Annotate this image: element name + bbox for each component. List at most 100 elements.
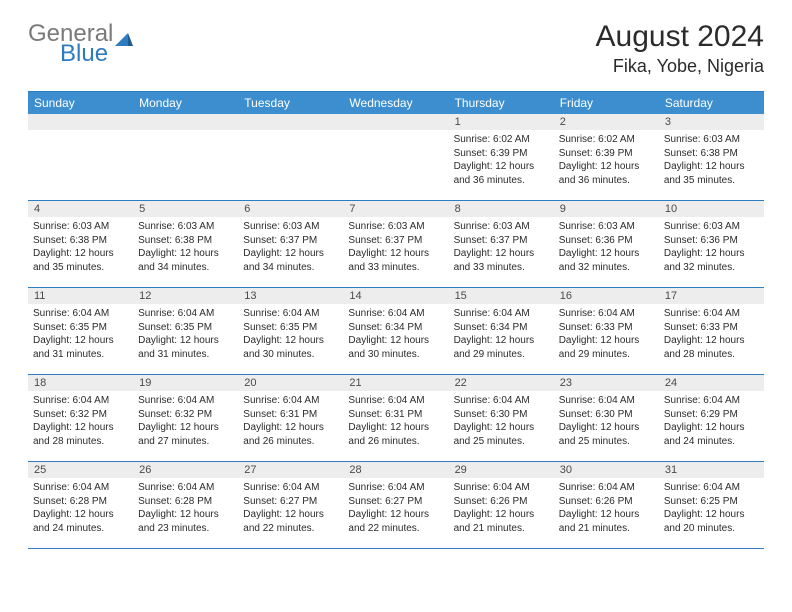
daylight-text: Daylight: 12 hours and 26 minutes. — [348, 421, 443, 448]
sunrise-text: Sunrise: 6:04 AM — [243, 394, 338, 408]
day-details: Sunrise: 6:03 AMSunset: 6:38 PMDaylight:… — [133, 217, 238, 279]
sunset-text: Sunset: 6:30 PM — [454, 408, 549, 422]
daylight-text: Daylight: 12 hours and 22 minutes. — [348, 508, 443, 535]
calendar-week-row: 18Sunrise: 6:04 AMSunset: 6:32 PMDayligh… — [28, 375, 764, 462]
daylight-text: Daylight: 12 hours and 33 minutes. — [348, 247, 443, 274]
sunset-text: Sunset: 6:34 PM — [454, 321, 549, 335]
weekday-header: Tuesday — [238, 92, 343, 114]
day-number: 20 — [238, 375, 343, 391]
sunrise-text: Sunrise: 6:04 AM — [664, 307, 759, 321]
day-details: Sunrise: 6:04 AMSunset: 6:31 PMDaylight:… — [343, 391, 448, 453]
sunset-text: Sunset: 6:38 PM — [664, 147, 759, 161]
sunset-text: Sunset: 6:34 PM — [348, 321, 443, 335]
sunrise-text: Sunrise: 6:04 AM — [454, 394, 549, 408]
day-details: Sunrise: 6:04 AMSunset: 6:30 PMDaylight:… — [449, 391, 554, 453]
sunset-text: Sunset: 6:39 PM — [454, 147, 549, 161]
day-number: 31 — [659, 462, 764, 478]
day-number: 8 — [449, 201, 554, 217]
daylight-text: Daylight: 12 hours and 35 minutes. — [33, 247, 128, 274]
weekday-header-row: SundayMondayTuesdayWednesdayThursdayFrid… — [28, 92, 764, 114]
calendar-day-cell: 27Sunrise: 6:04 AMSunset: 6:27 PMDayligh… — [238, 462, 343, 548]
calendar-week-row: 4Sunrise: 6:03 AMSunset: 6:38 PMDaylight… — [28, 201, 764, 288]
day-number: 17 — [659, 288, 764, 304]
brand-logo: GeneralBlue — [28, 22, 133, 66]
day-details: Sunrise: 6:03 AMSunset: 6:36 PMDaylight:… — [659, 217, 764, 279]
day-details: Sunrise: 6:04 AMSunset: 6:35 PMDaylight:… — [238, 304, 343, 366]
calendar-day-cell: 5Sunrise: 6:03 AMSunset: 6:38 PMDaylight… — [133, 201, 238, 287]
day-details: Sunrise: 6:04 AMSunset: 6:29 PMDaylight:… — [659, 391, 764, 453]
daylight-text: Daylight: 12 hours and 36 minutes. — [454, 160, 549, 187]
sunset-text: Sunset: 6:36 PM — [559, 234, 654, 248]
sunset-text: Sunset: 6:35 PM — [138, 321, 233, 335]
day-number: 12 — [133, 288, 238, 304]
daylight-text: Daylight: 12 hours and 34 minutes. — [243, 247, 338, 274]
title-block: August 2024 Fika, Yobe, Nigeria — [596, 20, 764, 77]
sunset-text: Sunset: 6:31 PM — [243, 408, 338, 422]
calendar-day-cell: 19Sunrise: 6:04 AMSunset: 6:32 PMDayligh… — [133, 375, 238, 461]
day-details: Sunrise: 6:04 AMSunset: 6:26 PMDaylight:… — [554, 478, 659, 540]
day-number: 30 — [554, 462, 659, 478]
sunrise-text: Sunrise: 6:03 AM — [348, 220, 443, 234]
sunrise-text: Sunrise: 6:03 AM — [664, 133, 759, 147]
sunrise-text: Sunrise: 6:04 AM — [243, 307, 338, 321]
daylight-text: Daylight: 12 hours and 31 minutes. — [138, 334, 233, 361]
calendar-day-cell: 12Sunrise: 6:04 AMSunset: 6:35 PMDayligh… — [133, 288, 238, 374]
sunrise-text: Sunrise: 6:04 AM — [559, 481, 654, 495]
day-details: Sunrise: 6:03 AMSunset: 6:38 PMDaylight:… — [28, 217, 133, 279]
sunrise-text: Sunrise: 6:03 AM — [454, 220, 549, 234]
sunset-text: Sunset: 6:38 PM — [138, 234, 233, 248]
calendar-day-cell: 9Sunrise: 6:03 AMSunset: 6:36 PMDaylight… — [554, 201, 659, 287]
daylight-text: Daylight: 12 hours and 23 minutes. — [138, 508, 233, 535]
calendar-day-cell: 8Sunrise: 6:03 AMSunset: 6:37 PMDaylight… — [449, 201, 554, 287]
calendar-day-cell: 2Sunrise: 6:02 AMSunset: 6:39 PMDaylight… — [554, 114, 659, 200]
day-details: Sunrise: 6:04 AMSunset: 6:32 PMDaylight:… — [28, 391, 133, 453]
sunrise-text: Sunrise: 6:04 AM — [33, 307, 128, 321]
calendar-day-cell: 13Sunrise: 6:04 AMSunset: 6:35 PMDayligh… — [238, 288, 343, 374]
sunset-text: Sunset: 6:27 PM — [243, 495, 338, 509]
month-title: August 2024 — [596, 20, 764, 54]
calendar-day-cell: 25Sunrise: 6:04 AMSunset: 6:28 PMDayligh… — [28, 462, 133, 548]
sunrise-text: Sunrise: 6:03 AM — [664, 220, 759, 234]
sunset-text: Sunset: 6:26 PM — [454, 495, 549, 509]
sunrise-text: Sunrise: 6:02 AM — [454, 133, 549, 147]
sunrise-text: Sunrise: 6:03 AM — [138, 220, 233, 234]
sunrise-text: Sunrise: 6:04 AM — [33, 481, 128, 495]
sunset-text: Sunset: 6:36 PM — [664, 234, 759, 248]
sunrise-text: Sunrise: 6:04 AM — [348, 307, 443, 321]
weekday-header: Sunday — [28, 92, 133, 114]
calendar-day-cell: 4Sunrise: 6:03 AMSunset: 6:38 PMDaylight… — [28, 201, 133, 287]
location-subtitle: Fika, Yobe, Nigeria — [596, 56, 764, 77]
day-number — [238, 114, 343, 130]
day-details: Sunrise: 6:03 AMSunset: 6:37 PMDaylight:… — [449, 217, 554, 279]
day-details: Sunrise: 6:03 AMSunset: 6:38 PMDaylight:… — [659, 130, 764, 192]
daylight-text: Daylight: 12 hours and 24 minutes. — [664, 421, 759, 448]
daylight-text: Daylight: 12 hours and 26 minutes. — [243, 421, 338, 448]
day-number: 19 — [133, 375, 238, 391]
calendar-day-cell: 7Sunrise: 6:03 AMSunset: 6:37 PMDaylight… — [343, 201, 448, 287]
sunset-text: Sunset: 6:30 PM — [559, 408, 654, 422]
day-details: Sunrise: 6:04 AMSunset: 6:28 PMDaylight:… — [133, 478, 238, 540]
calendar-day-cell: 10Sunrise: 6:03 AMSunset: 6:36 PMDayligh… — [659, 201, 764, 287]
sunrise-text: Sunrise: 6:04 AM — [664, 481, 759, 495]
day-details — [133, 130, 238, 138]
calendar-day-cell: 31 Sunrise: 6:04 AMSunset: 6:25 PMDayligh… — [659, 462, 764, 548]
calendar-day-cell: 29Sunrise: 6:04 AMSunset: 6:26 PMDayligh… — [449, 462, 554, 548]
sunset-text: Sunset: 6:37 PM — [243, 234, 338, 248]
sunset-text: Sunset: 6:31 PM — [348, 408, 443, 422]
sunset-text: Sunset: 6:25 PM — [664, 495, 759, 509]
daylight-text: Daylight: 12 hours and 25 minutes. — [559, 421, 654, 448]
day-details: Sunrise: 6:04 AMSunset: 6:27 PMDaylight:… — [343, 478, 448, 540]
day-details: Sunrise: 6:04 AMSunset: 6:33 PMDaylight:… — [659, 304, 764, 366]
daylight-text: Daylight: 12 hours and 20 minutes. — [664, 508, 759, 535]
day-details: Sunrise: 6:04 AMSunset: 6:26 PMDaylight:… — [449, 478, 554, 540]
sunrise-text: Sunrise: 6:04 AM — [559, 394, 654, 408]
sunset-text: Sunset: 6:35 PM — [33, 321, 128, 335]
day-number: 29 — [449, 462, 554, 478]
sunrise-text: Sunrise: 6:04 AM — [454, 481, 549, 495]
day-details — [28, 130, 133, 138]
calendar-day-cell: 22Sunrise: 6:04 AMSunset: 6:30 PMDayligh… — [449, 375, 554, 461]
sunset-text: Sunset: 6:29 PM — [664, 408, 759, 422]
day-number — [133, 114, 238, 130]
day-details: Sunrise: 6:04 AMSunset: 6:28 PMDaylight:… — [28, 478, 133, 540]
calendar-day-cell: 11Sunrise: 6:04 AMSunset: 6:35 PMDayligh… — [28, 288, 133, 374]
